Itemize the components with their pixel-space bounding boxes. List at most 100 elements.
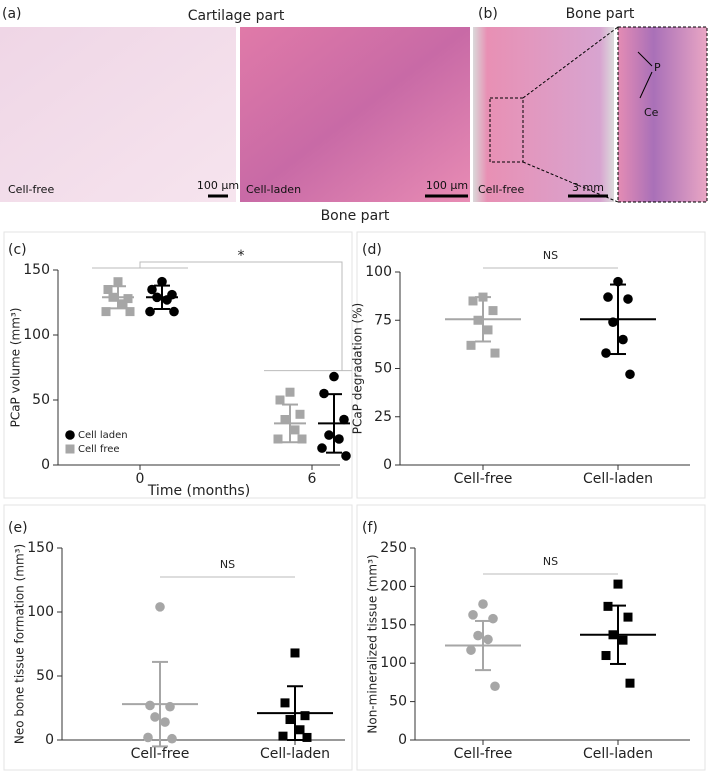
significance: NS (543, 249, 558, 262)
x-tick-label: Cell-free (454, 746, 513, 762)
callout: Ce (644, 106, 659, 119)
scale-label: 100 μm (197, 179, 239, 192)
y-tick-label: 250 (380, 540, 407, 556)
y-tick-label: 150 (23, 262, 50, 278)
y-tick-label: 50 (36, 668, 54, 684)
data-point (169, 306, 179, 317)
data-point (473, 630, 483, 641)
legend-label: Cell laden (78, 430, 128, 441)
data-point (145, 306, 155, 317)
data-point (478, 599, 488, 609)
image-label: Cell-free (8, 183, 54, 196)
section-title: Bone part (321, 208, 390, 224)
y-tick-label: 75 (374, 312, 392, 328)
panel-frame (3, 504, 353, 771)
y-axis-label: Non-mineralized tissue (mm³) (366, 554, 380, 733)
data-point (483, 634, 493, 645)
data-point (317, 443, 327, 453)
data-point (123, 294, 133, 304)
panel-title: Bone part (566, 6, 635, 22)
y-tick-label: 100 (23, 327, 50, 343)
data-point (295, 725, 305, 735)
bracket (139, 261, 343, 371)
data-point (601, 651, 611, 661)
data-point (466, 645, 476, 655)
data-point (466, 340, 476, 350)
x-tick-label: 0 (136, 471, 145, 487)
data-point (341, 451, 351, 461)
data-point (302, 732, 312, 742)
zoom-box (489, 97, 524, 163)
data-point (625, 369, 635, 380)
y-axis-label: Neo bone tissue formation (mm³) (13, 544, 27, 744)
data-point (623, 612, 633, 622)
data-point (623, 294, 633, 304)
data-point (618, 334, 628, 345)
y-tick-label: 150 (380, 617, 407, 633)
data-point (278, 731, 288, 741)
significance: * (238, 248, 245, 264)
panel-label: (f) (362, 520, 378, 536)
data-point (290, 425, 300, 435)
significance: NS (220, 558, 235, 571)
y-tick-label: 0 (398, 732, 407, 748)
y-axis-label: PCaP degradation (%) (351, 303, 365, 434)
data-point (147, 284, 157, 295)
data-point (118, 299, 128, 309)
callout: P (654, 61, 661, 74)
data-point (285, 387, 295, 397)
data-point (155, 602, 165, 612)
data-point (490, 681, 500, 692)
y-tick-label: 200 (380, 578, 407, 594)
data-point (488, 613, 498, 624)
data-point (125, 307, 135, 317)
y-tick-label: 100 (380, 655, 407, 671)
panel-title: Cartilage part (188, 8, 285, 24)
y-tick-label: 25 (374, 409, 392, 425)
y-axis-label: PCaP volume (mm³) (9, 308, 23, 428)
data-point (603, 601, 613, 611)
histology-image (0, 27, 236, 202)
panel-frame (356, 504, 706, 771)
data-point (145, 700, 155, 711)
data-point (157, 276, 167, 287)
significance: NS (543, 555, 558, 568)
panel-frame (3, 231, 353, 499)
panel-label: (e) (8, 520, 28, 536)
data-point (625, 678, 635, 688)
data-point (273, 434, 283, 444)
panel-label: (b) (478, 6, 498, 22)
y-tick-label: 50 (389, 694, 407, 710)
arrow (639, 71, 653, 99)
data-point (275, 395, 285, 405)
data-point (167, 733, 177, 744)
data-point (295, 409, 305, 419)
data-point (101, 307, 111, 317)
data-point (613, 579, 623, 589)
x-tick-label: Cell-laden (583, 471, 653, 487)
data-point (483, 325, 493, 335)
data-point (618, 635, 628, 645)
data-point (300, 711, 310, 721)
data-point (468, 296, 478, 306)
y-tick-label: 0 (45, 732, 54, 748)
data-point (329, 371, 339, 382)
x-tick-label: Cell-laden (583, 746, 653, 762)
y-tick-label: 150 (27, 540, 54, 556)
x-tick-label: Cell-free (454, 471, 513, 487)
y-tick-label: 100 (365, 264, 392, 280)
data-point (113, 277, 123, 287)
y-tick-label: 0 (383, 457, 392, 473)
x-tick-label: Cell-free (131, 746, 190, 762)
panel-label: (c) (8, 242, 27, 258)
data-point (319, 388, 329, 399)
data-point (297, 434, 307, 444)
histology-image (473, 27, 614, 202)
x-tick-label: 6 (308, 471, 317, 487)
data-point (280, 415, 290, 424)
data-point (324, 430, 334, 440)
data-point (285, 715, 295, 725)
image-label: Cell-free (478, 183, 524, 196)
scale-label: 100 μm (426, 179, 468, 192)
